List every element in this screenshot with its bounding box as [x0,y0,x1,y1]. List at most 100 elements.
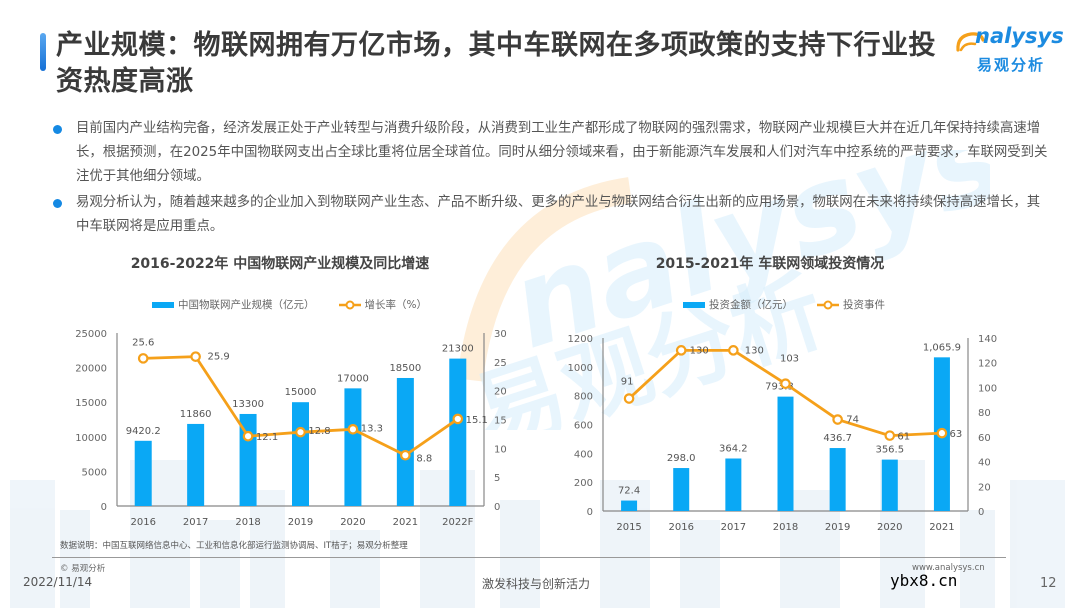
y2-tick-label: 15 [494,416,507,427]
legend-line-marker-icon [817,300,839,309]
x-tick-label: 2017 [721,522,746,533]
y2-tick-label: 80 [978,408,991,419]
bar-value-label: 21300 [442,344,474,355]
bar [396,377,414,506]
title-accent-bar [40,33,46,71]
bullet-item: 易观分析认为，随着越来越多的企业加入到物联网产业生态、产品不断升级、更多的产业与… [40,191,1050,239]
site-watermark: ybx8.cn [890,571,958,590]
y2-tick-label: 140 [978,334,997,345]
chart1-legend: 中国物联网产业规模（亿元） 增长率（%） [152,297,445,312]
page-number: 12 [1040,576,1057,591]
line-value-label: 15.1 [466,415,488,426]
legend-item-bar: 投资金额（亿元） [683,297,793,312]
line-value-label: 103 [780,354,799,365]
x-tick-label: 2015 [616,522,641,533]
page-title: 产业规模：物联网拥有万亿市场，其中车联网在多项政策的支持下行业投资热度高涨 [56,30,936,97]
bar-value-label: 15000 [285,387,317,398]
bar-value-label: 364.2 [719,443,748,454]
logo-swoosh-icon [956,32,985,52]
y2-tick-label: 20 [978,482,991,493]
legend-line-marker-icon [338,300,361,309]
bar-value-label: 17000 [337,373,369,384]
chart2-title: 2015-2021年 车联网领域投资情况 [655,256,885,272]
line-value-label: 25.9 [208,352,230,363]
logo-chinese: 易观分析 [977,56,1046,74]
x-tick-label: 2022F [442,517,473,528]
bar-value-label: 11860 [180,409,212,420]
bar-value-label: 793.3 [765,382,794,393]
x-tick-label: 2020 [877,522,902,533]
city-skyline-background [10,460,1065,608]
line-point-marker [295,426,306,438]
line-point-marker [452,413,464,425]
bullet-dot-icon [53,125,62,134]
line-value-label: 130 [745,345,764,356]
bar-value-label: 13300 [232,399,264,410]
line-value-label: 91 [621,377,634,388]
x-tick-label: 2016 [668,522,693,533]
bullet-dot-icon [53,199,62,208]
y-tick-label: 1200 [568,334,593,345]
report-date: 2022/11/14 [23,575,93,589]
bar-value-label: 1,065.9 [923,342,961,353]
y2-tick-label: 40 [978,458,991,469]
y2-tick-label: 100 [978,383,997,394]
y-tick-label: 0 [587,507,593,518]
bar [449,358,467,506]
bullet-text: 目前国内产业结构完备，经济发展正处于产业转型与消费升级阶段，从消费到工业生产都形… [76,121,1048,184]
bar-value-label: 18500 [389,363,421,374]
bar [777,396,794,511]
copyright: © 易观分析 [60,564,106,574]
bar-value-label: 298.0 [667,453,696,464]
y2-tick-label: 0 [494,502,500,513]
website-link[interactable]: www.analysys.cn [912,563,985,573]
bullet-item: 目前国内产业结构完备，经济发展正处于产业转型与消费升级阶段，从消费到工业生产都形… [40,117,1050,189]
y2-tick-label: 120 [978,359,997,370]
y-tick-label: 600 [574,421,593,432]
x-tick-label: 2017 [183,517,208,528]
x-tick-label: 2019 [825,522,850,533]
logo-english: nalysys [975,24,1064,48]
bar [292,402,309,506]
footer-divider [452,557,1006,558]
line-value-label: 130 [690,345,709,356]
y-tick-label: 20000 [75,364,107,375]
bar [881,459,898,511]
y2-tick-label: 25 [494,358,507,369]
y-tick-label: 400 [574,449,593,460]
y-tick-label: 5000 [82,467,107,478]
y-tick-label: 200 [574,478,593,489]
line-point-marker [884,430,896,441]
line-point-marker [347,424,359,435]
footer-slogan: 激发科技与创新活力 [482,577,591,591]
y2-tick-label: 10 [494,444,507,455]
bar-value-label: 436.7 [823,433,852,444]
y-tick-label: 1000 [568,363,593,374]
bar-value-label: 9420.2 [126,426,161,437]
bar [621,500,638,511]
legend-bar-swatch-icon [683,301,705,308]
bar [725,458,742,511]
line-point-marker [137,353,149,364]
x-tick-label: 2016 [130,517,155,528]
legend-item-line: 投资事件 [817,297,885,312]
line-value-label: 61 [897,432,910,443]
legend-item-bar: 中国物联网产业规模（亿元） [152,297,315,312]
y2-tick-label: 0 [978,507,984,518]
line-point-marker [242,430,254,442]
bar [344,388,362,506]
legend-item-line: 增长率（%） [338,297,427,312]
x-tick-label: 2018 [773,522,798,533]
y-tick-label: 15000 [75,398,107,409]
line-value-label: 74 [846,415,859,426]
x-tick-label: 2019 [288,517,313,528]
y-tick-label: 0 [101,502,107,513]
line-value-label: 13.3 [361,423,383,434]
chart1-title: 2016-2022年 中国物联网产业规模及同比增速 [130,256,430,272]
chart1-plot: 0 5000 10000 15000 20000 25000 0 5 10 15 20 25 30 942… [75,329,507,528]
bar-value-label: 356.5 [875,445,904,456]
line-value-label: 63 [950,429,963,440]
y2-tick-label: 5 [494,473,500,484]
line-point-marker [675,345,687,356]
y2-tick-label: 20 [494,387,507,398]
